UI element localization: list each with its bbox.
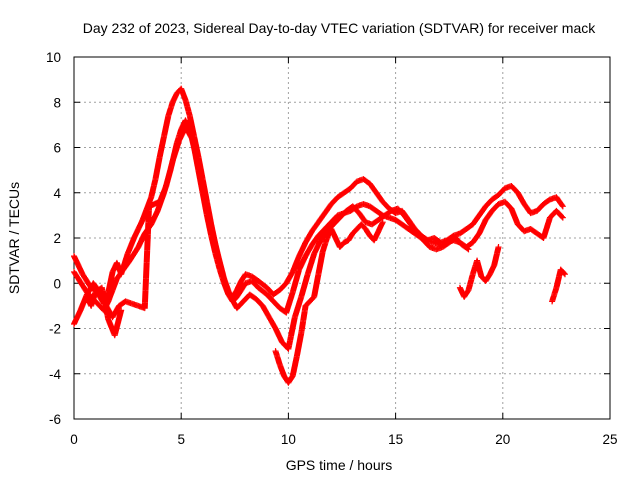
x-tick-label: 5	[177, 432, 185, 447]
x-tick-label: 10	[281, 432, 296, 447]
y-tick-label: -2	[49, 322, 61, 337]
y-tick-label: 4	[53, 186, 61, 201]
x-tick-label: 15	[388, 432, 403, 447]
x-axis-label: GPS time / hours	[286, 457, 393, 473]
y-tick-label: -4	[49, 367, 61, 382]
x-tick-label: 25	[602, 432, 617, 447]
y-tick-label: -6	[49, 412, 61, 427]
y-tick-label: 8	[53, 95, 61, 110]
x-tick-label: 20	[495, 432, 510, 447]
y-tick-label: 2	[53, 231, 61, 246]
grid-lines	[74, 57, 610, 419]
marker-band	[71, 86, 568, 385]
chart-title: Day 232 of 2023, Sidereal Day-to-day VTE…	[83, 20, 596, 36]
y-tick-label: 6	[53, 141, 61, 156]
data-points	[71, 85, 568, 386]
y-axis-label: SDTVAR / TECUs	[6, 182, 22, 294]
x-tick-label: 0	[70, 432, 78, 447]
axis-ticks: 0 5 10 15 20 25 -6 -4 -2 0 2 4 6 8 10	[46, 50, 618, 447]
y-tick-label: 10	[46, 50, 61, 65]
y-tick-label: 0	[53, 276, 61, 291]
